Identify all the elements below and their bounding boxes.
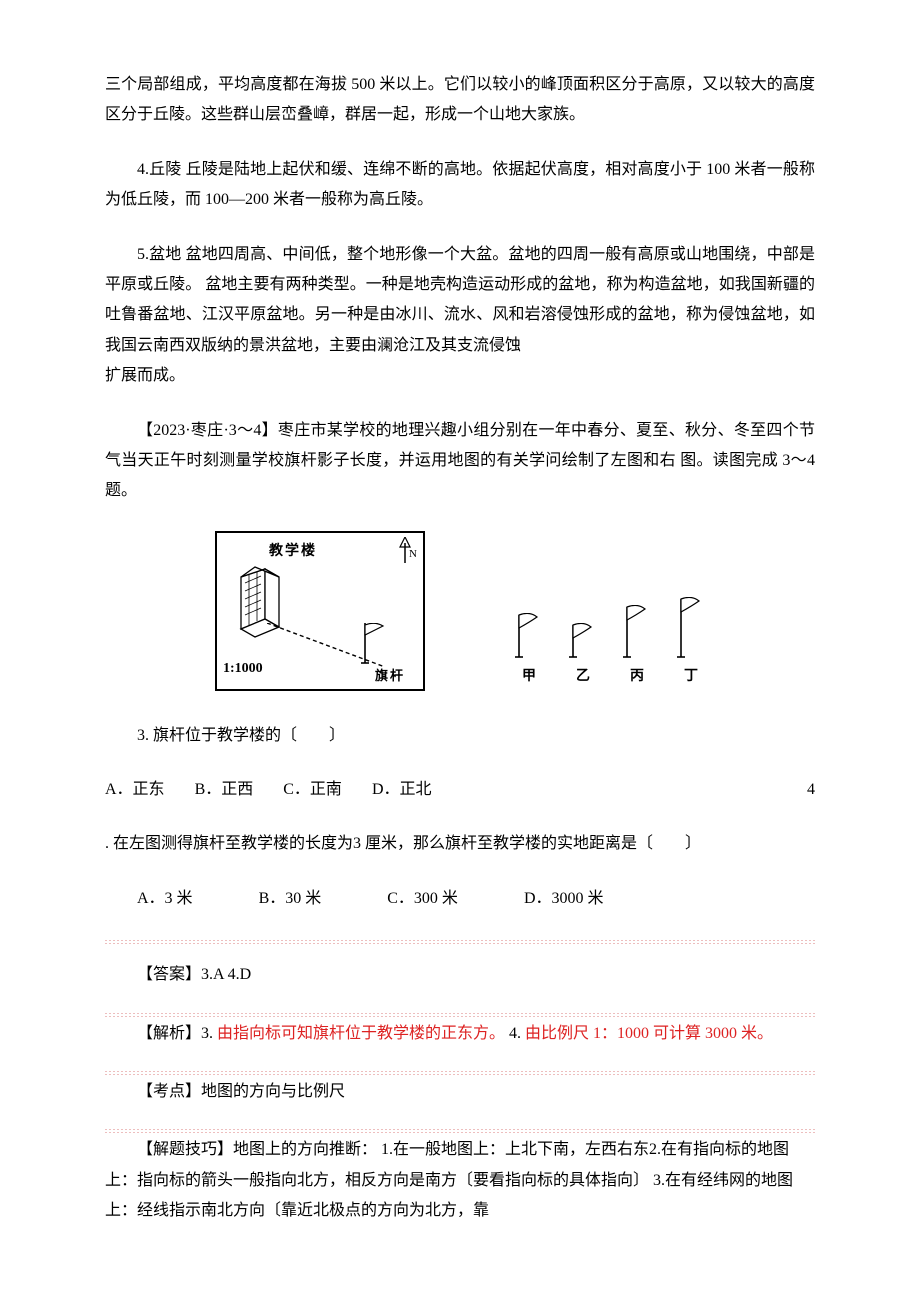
para-hills: 4.丘陵 丘陵是陆地上起伏和缓、连绵不断的高地。依据起伏高度，相对高度小于 10…	[105, 155, 815, 216]
divider-line	[105, 1132, 815, 1133]
analysis-label: 【解析】3.	[137, 1025, 213, 1042]
figure-row: 教学楼 N	[105, 531, 815, 691]
divider-line	[105, 943, 815, 944]
flag-item: 甲	[515, 613, 543, 691]
shadow-flag-icon	[515, 613, 543, 659]
skill-line: 【解题技巧】地图上的方向推断： 1.在一般地图上：上北下南，左西右东2.在有指向…	[105, 1135, 815, 1226]
north-label: N	[409, 549, 417, 560]
para-mountains-continued: 三个局部组成，平均高度都在海拔 500 米以上。它们以较小的峰顶面积区分于高原，…	[105, 70, 815, 131]
divider-line	[105, 1013, 815, 1014]
flag-item: 丁	[677, 597, 705, 691]
q4-stem: . 在左图测得旗杆至教学楼的长度为3 厘米，那么旗杆至教学楼的实地距离是〔 〕	[105, 829, 815, 859]
para-question-intro: 【2023·枣庄·3～4】枣庄市某学校的地理兴趣小组分别在一年中春分、夏至、秋分…	[105, 416, 815, 507]
divider-line	[105, 1071, 815, 1072]
q3-opt-b: B．正西	[195, 775, 254, 805]
divider-line	[105, 1129, 815, 1130]
answer-line: 【答案】3.A 4.D	[105, 960, 815, 990]
flag-caption: 丁	[684, 664, 698, 691]
flag-caption: 丙	[630, 664, 644, 691]
topic-line: 【考点】地图的方向与比例尺	[105, 1077, 815, 1107]
q3-options: A．正东 B．正西 C．正南 D．正北 4	[105, 775, 815, 805]
flag-caption: 乙	[576, 664, 590, 691]
q4-opt-d: D．3000 米	[492, 884, 604, 914]
flag-item: 乙	[569, 623, 597, 691]
q4-opt-c: C．300 米	[355, 884, 458, 914]
shadow-flag-icon	[623, 605, 651, 659]
q3-stem: 3. 旗杆位于教学楼的〔 〕	[105, 721, 815, 751]
shadow-flag-icon	[569, 623, 597, 659]
para-basin-tail: 扩展而成。	[105, 361, 815, 391]
left-figure-map: 教学楼 N	[215, 531, 425, 691]
analysis-3-text: 由指向标可知旗杆位于教学楼的正东方。	[217, 1025, 505, 1042]
right-figure-flags: 甲乙丙丁	[515, 597, 705, 691]
analysis-line: 【解析】3. 由指向标可知旗杆位于教学楼的正东方。 4. 由比例尺 1：1000…	[105, 1019, 815, 1049]
q4-options: A．3 米 B．30 米 C．300 米 D．3000 米	[105, 884, 815, 914]
analysis-4-text: 由比例尺 1：1000 可计算 3000 米。	[525, 1025, 773, 1042]
q4-opt-b: B．30 米	[227, 884, 322, 914]
flag-caption: 甲	[522, 664, 536, 691]
analysis-4-label: 4.	[509, 1025, 521, 1042]
north-arrow: N	[395, 537, 415, 565]
q3-opt-a: A．正东	[105, 775, 165, 805]
shadow-flag-icon	[677, 597, 705, 659]
para-basin: 5.盆地 盆地四周高、中间低，整个地形像一个大盆。盆地的四周一般有高原或山地围绕…	[105, 240, 815, 362]
flagpole-label: 旗杆	[375, 664, 405, 689]
q3-opt-c: C．正南	[283, 775, 342, 805]
q4-number-trail: 4	[432, 775, 816, 805]
divider-line	[105, 1016, 815, 1017]
scale-label: 1:1000	[223, 656, 263, 683]
flag-item: 丙	[623, 605, 651, 691]
divider-line	[105, 940, 815, 941]
divider-line	[105, 1074, 815, 1075]
q4-opt-a: A．3 米	[105, 884, 193, 914]
q3-opt-d: D．正北	[372, 775, 432, 805]
answer-section: 【答案】3.A 4.D 【解析】3. 由指向标可知旗杆位于教学楼的正东方。 4.…	[105, 940, 815, 1226]
